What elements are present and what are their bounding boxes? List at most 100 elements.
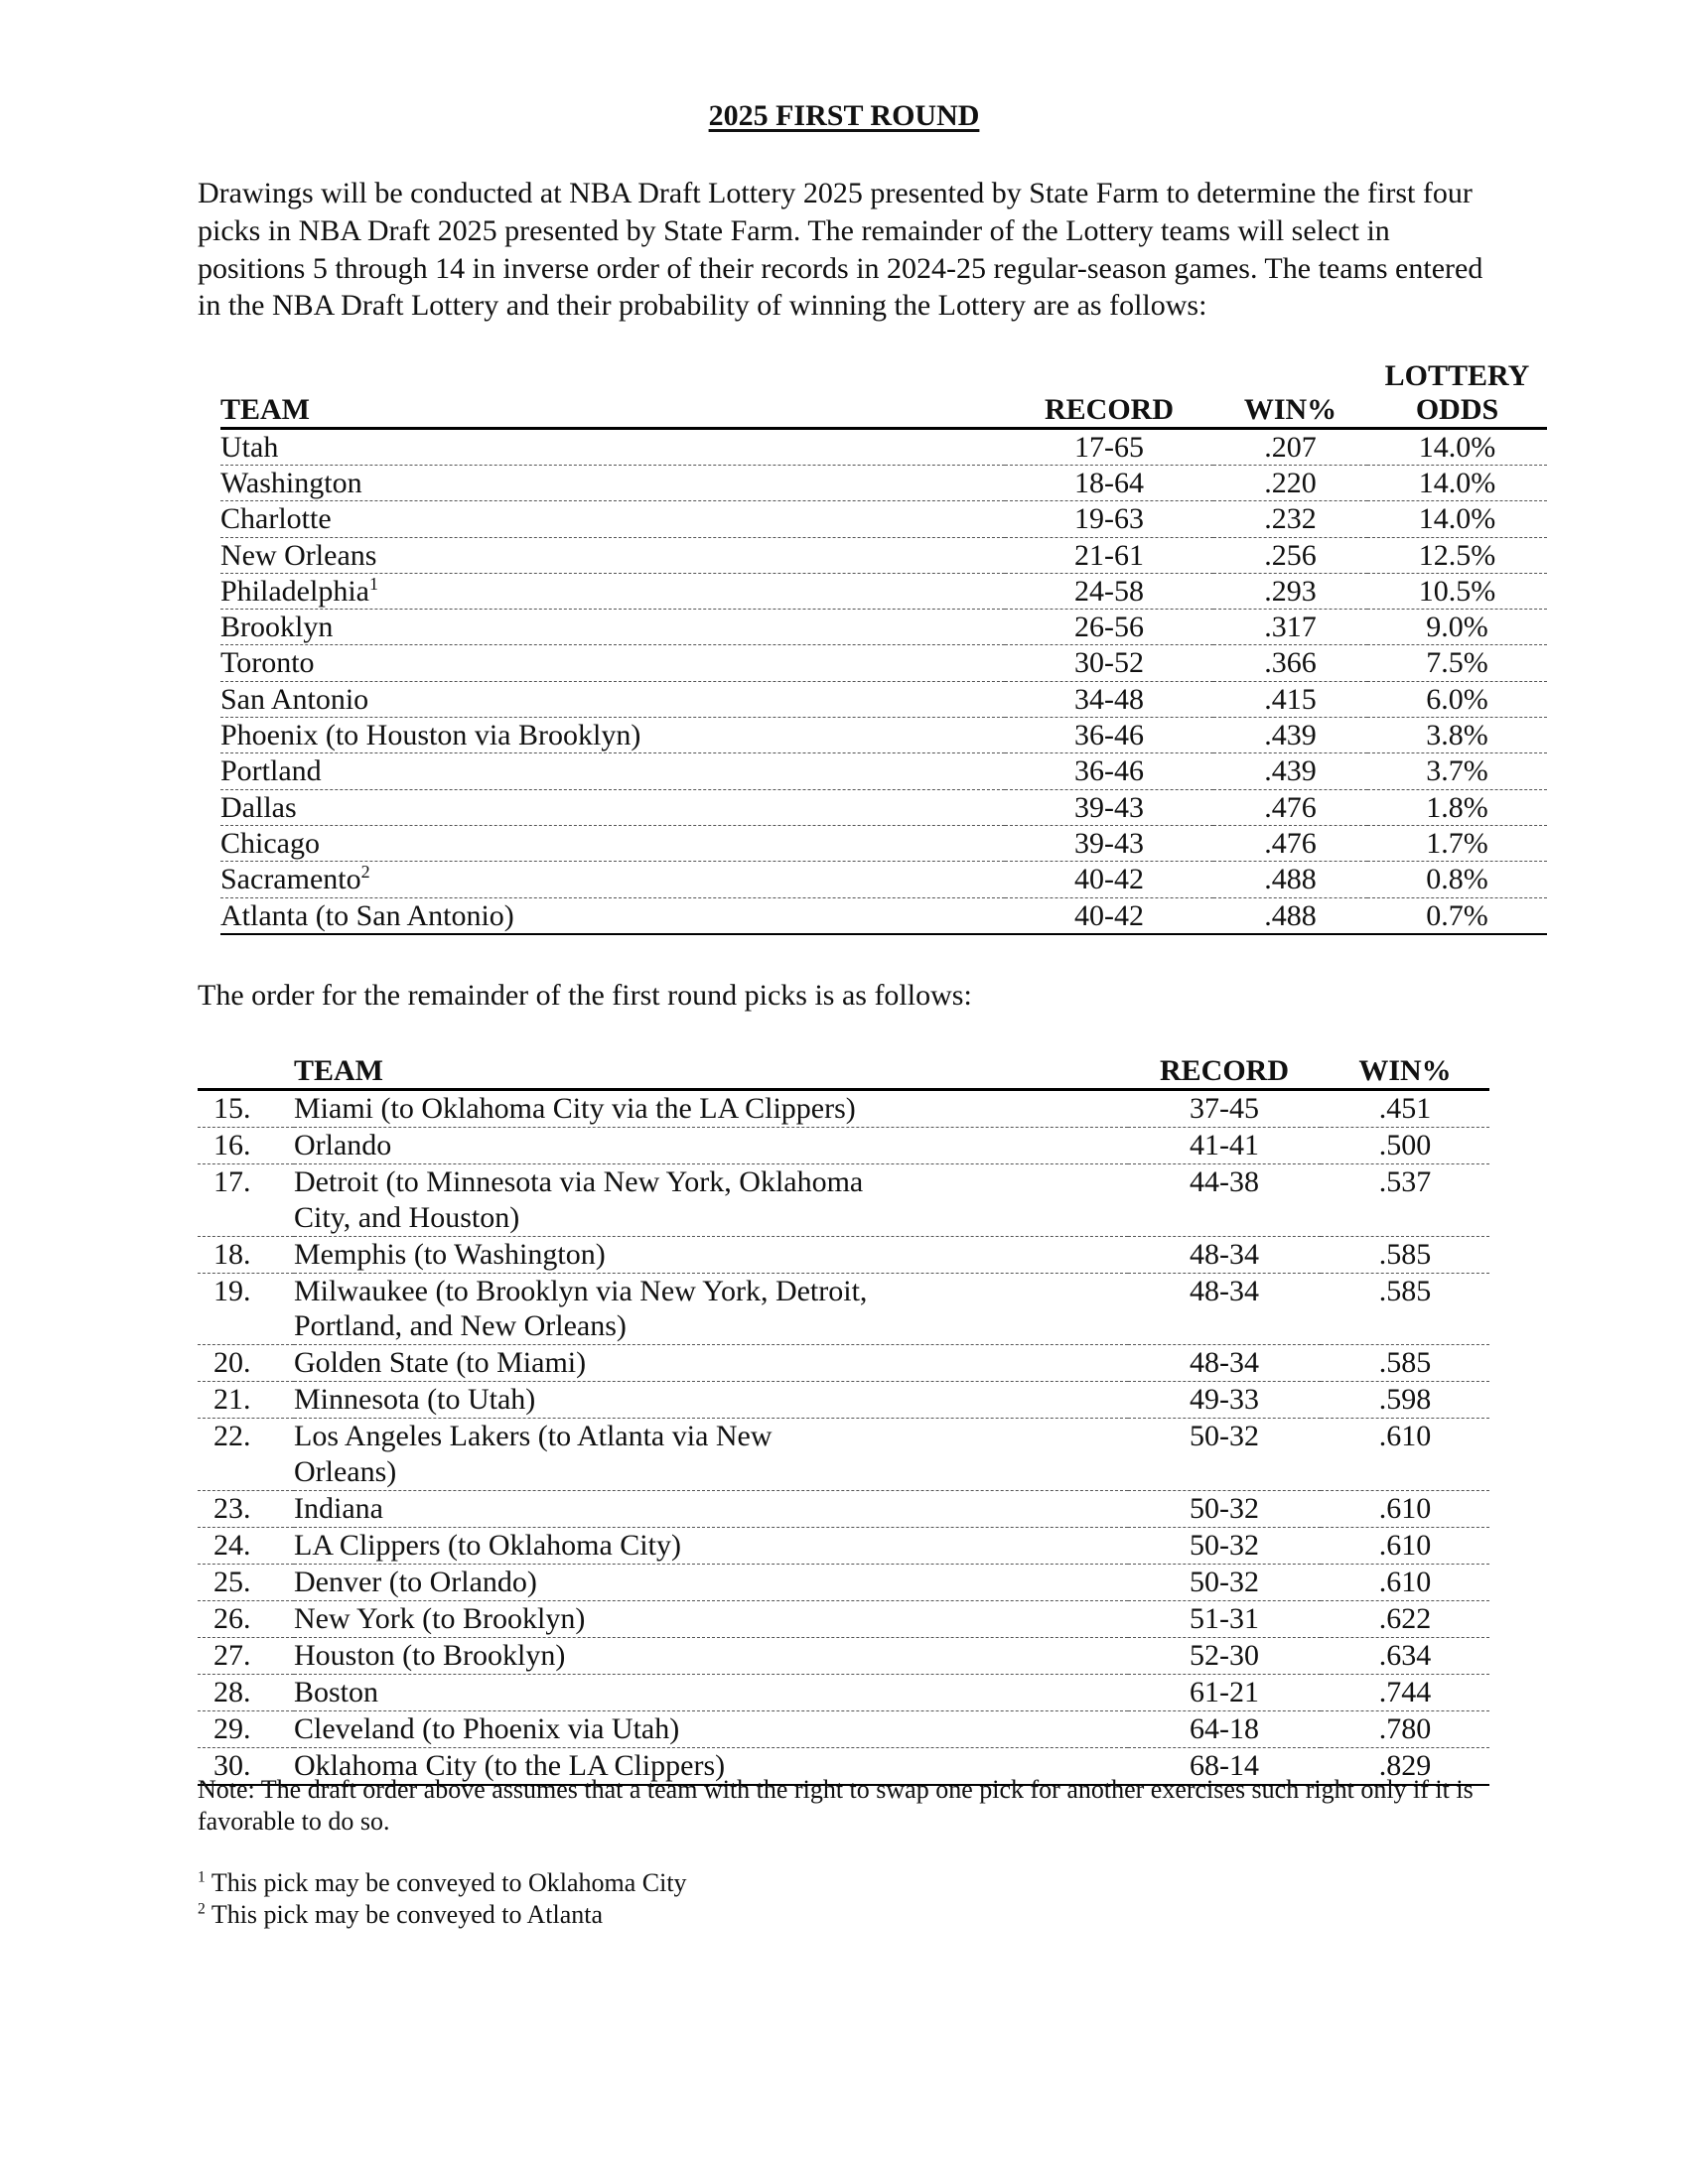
pick-number-cell: 29. (213, 1711, 251, 1745)
record-cell: 39-43 (1074, 826, 1144, 860)
table-row: Washington 18-64 .220 14.0% (220, 466, 1547, 501)
team-name: Dallas (220, 790, 297, 824)
header-team: TEAM (294, 1054, 383, 1087)
team-cell: Orlando (294, 1129, 392, 1161)
win-pct-cell: .207 (1264, 431, 1317, 464)
team-cell: Utah (220, 429, 1005, 466)
record-cell: 37-45 (1190, 1092, 1259, 1125)
footnote-text: This pick may be conveyed to Oklahoma Ci… (205, 1868, 687, 1897)
team-cell: Minnesota (to Utah) (294, 1383, 536, 1416)
team-cell: Los Angeles Lakers (to Atlanta via New O… (294, 1420, 773, 1488)
team-cell: Memphis (to Washington) (294, 1237, 606, 1271)
record-cell: 17-65 (1074, 431, 1144, 464)
lottery-odds-cell: 3.7% (1426, 754, 1488, 788)
record-cell: 44-38 (1190, 1165, 1259, 1198)
footnote-1: 1 This pick may be conveyed to Oklahoma … (198, 1868, 687, 1898)
team-name: Sacramento (220, 863, 361, 896)
record-cell: 30-52 (1074, 646, 1144, 680)
team-cell: Brooklyn (220, 610, 1005, 645)
win-pct-cell: .500 (1378, 1129, 1432, 1161)
team-name: Utah (220, 431, 279, 464)
table-row: 16. Orlando 41-41 .500 (198, 1128, 1489, 1164)
pick-number-cell: 26. (213, 1601, 251, 1635)
pick-number-cell: 18. (213, 1237, 251, 1271)
team-cell: Golden State (to Miami) (294, 1346, 587, 1379)
team-cell: Toronto (220, 645, 1005, 681)
lottery-odds-cell: 9.0% (1426, 611, 1488, 644)
pick-number-cell: 25. (213, 1565, 251, 1598)
record-cell: 40-42 (1074, 898, 1144, 932)
team-name: Phoenix (to Houston via Brooklyn) (220, 719, 641, 752)
team-cell: Sacramento2 (220, 862, 1005, 897)
order-table-header: TEAM RECORD WIN% (198, 1054, 1489, 1090)
footnote-mark: 1 (198, 1868, 206, 1886)
record-cell: 51-31 (1190, 1601, 1259, 1635)
pick-number-cell: 28. (213, 1675, 251, 1708)
win-pct-cell: .610 (1378, 1528, 1432, 1562)
header-win: WIN% (1358, 1054, 1452, 1087)
record-cell: 18-64 (1074, 467, 1144, 499)
team-name: Portland (220, 754, 322, 788)
page-title: 2025 FIRST ROUND (708, 99, 980, 132)
record-cell: 61-21 (1190, 1675, 1259, 1708)
win-pct-cell: .293 (1264, 574, 1317, 608)
table-row: 23. Indiana 50-32 .610 (198, 1490, 1489, 1527)
record-cell: 26-56 (1074, 611, 1144, 644)
team-name: Washington (220, 467, 362, 499)
record-cell: 50-32 (1190, 1420, 1259, 1452)
header-record: RECORD (1044, 393, 1174, 426)
table-row: Utah 17-65 .207 14.0% (220, 429, 1547, 466)
win-pct-cell: .610 (1378, 1420, 1432, 1452)
pick-number-cell: 24. (213, 1528, 251, 1562)
record-cell: 34-48 (1074, 682, 1144, 716)
record-cell: 68-14 (1190, 1748, 1259, 1782)
lottery-odds-cell: 6.0% (1426, 682, 1488, 716)
win-pct-cell: .366 (1264, 646, 1317, 680)
win-pct-cell: .780 (1378, 1711, 1432, 1745)
pick-number-cell: 27. (213, 1638, 251, 1672)
team-name: San Antonio (220, 682, 369, 716)
win-pct-cell: .585 (1378, 1274, 1432, 1307)
table-row: Atlanta (to San Antonio) 40-42 .488 0.7% (220, 897, 1547, 934)
team-name: Brooklyn (220, 611, 334, 644)
record-cell: 49-33 (1190, 1383, 1259, 1416)
win-pct-cell: .415 (1264, 682, 1317, 716)
team-cell: Indiana (294, 1491, 383, 1525)
footnote-2: 2 This pick may be conveyed to Atlanta (198, 1900, 603, 1930)
pick-number-cell: 17. (213, 1165, 251, 1198)
win-pct-cell: .220 (1264, 467, 1317, 499)
win-pct-cell: .634 (1378, 1638, 1432, 1672)
lottery-odds-cell: 7.5% (1426, 646, 1488, 680)
team-cell: San Antonio (220, 681, 1005, 717)
table-row: 15. Miami (to Oklahoma City via the LA Cl… (198, 1090, 1489, 1128)
team-cell: Miami (to Oklahoma City via the LA Clipp… (294, 1092, 856, 1125)
record-cell: 40-42 (1074, 863, 1144, 896)
record-cell: 50-32 (1190, 1565, 1259, 1598)
record-cell: 41-41 (1190, 1129, 1259, 1161)
team-cell: Oklahoma City (to the LA Clippers) (294, 1748, 726, 1782)
win-pct-cell: .232 (1264, 502, 1317, 536)
win-pct-cell: .476 (1264, 790, 1317, 824)
table-row: San Antonio 34-48 .415 6.0% (220, 681, 1547, 718)
table-row: 26. New York (to Brooklyn) 51-31 .622 (198, 1600, 1489, 1637)
table-row: 18. Memphis (to Washington) 48-34 .585 (198, 1236, 1489, 1273)
lottery-table: TEAM RECORD WIN% LOTTERY ODDS Utah 17-65 .2… (220, 359, 1547, 935)
table-row: Brooklyn 26-56 .317 9.0% (220, 610, 1547, 645)
team-cell: LA Clippers (to Oklahoma City) (294, 1528, 681, 1562)
lottery-odds-cell: 1.8% (1426, 790, 1488, 824)
team-cell: Philadelphia1 (220, 573, 1005, 609)
team-cell: Charlotte (220, 501, 1005, 537)
record-cell: 48-34 (1190, 1237, 1259, 1271)
team-cell: Cleveland (to Phoenix via Utah) (294, 1711, 680, 1745)
team-name: Philadelphia (220, 574, 369, 608)
team-cell: Milwaukee (to Brooklyn via New York, Det… (294, 1274, 868, 1343)
order-table: TEAM RECORD WIN% 15. Miami (to Oklahoma C… (198, 1054, 1489, 1786)
footnote-mark: 2 (198, 1900, 206, 1918)
table-row: 28. Boston 61-21 .744 (198, 1674, 1489, 1710)
footnote-text: This pick may be conveyed to Atlanta (205, 1900, 604, 1929)
header-odds-line2: ODDS (1415, 393, 1499, 426)
record-cell: 50-32 (1190, 1528, 1259, 1562)
team-cell: Detroit (to Minnesota via New York, Okla… (294, 1165, 864, 1234)
record-cell: 52-30 (1190, 1638, 1259, 1672)
team-cell: New York (to Brooklyn) (294, 1601, 586, 1635)
